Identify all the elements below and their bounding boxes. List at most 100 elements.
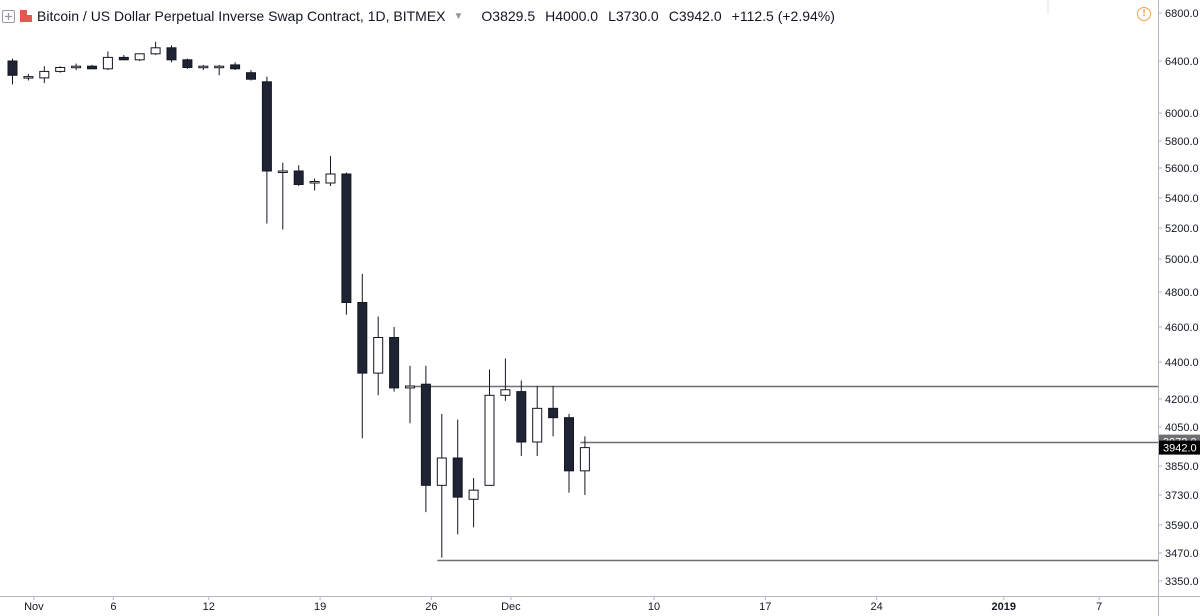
candle-body <box>182 59 193 68</box>
x-axis[interactable]: Nov 6 12 19 26 Dec 10 17 24 2019 7 <box>24 596 1102 613</box>
y-tick-label: 6400.0 <box>1165 56 1199 68</box>
candle-body <box>261 81 272 172</box>
candle-up[interactable] <box>102 51 113 71</box>
candle-down[interactable] <box>564 413 574 493</box>
y-tick-label: 3730.0 <box>1165 490 1199 502</box>
candle-body <box>150 47 161 55</box>
x-tick-label: 10 <box>648 601 660 613</box>
candle-up[interactable] <box>500 358 511 401</box>
y-tick-label: 5400.0 <box>1165 193 1199 205</box>
y-tick-label: 5200.0 <box>1165 223 1199 235</box>
candle-body <box>516 391 527 443</box>
candle-up[interactable] <box>214 64 225 76</box>
expand-icon[interactable] <box>2 9 15 23</box>
candle-up[interactable] <box>55 66 66 73</box>
y-tick-label: 6000.0 <box>1165 108 1199 120</box>
y-tick-label: 4200.0 <box>1165 394 1199 406</box>
warning-icon[interactable]: ! <box>1137 7 1151 21</box>
candle-body <box>71 65 82 69</box>
candle-body <box>134 53 145 61</box>
candle-down[interactable] <box>182 58 193 69</box>
y-tick-label: 4050.0 <box>1165 422 1199 434</box>
y-tick-label: 3590.0 <box>1165 520 1199 532</box>
chevron-down-icon[interactable]: ▼ <box>453 10 464 22</box>
candle-body <box>7 60 18 76</box>
candle-up[interactable] <box>484 369 495 486</box>
candle-down[interactable] <box>420 365 431 513</box>
candle-body <box>452 457 463 498</box>
candle-body <box>500 389 511 396</box>
candle-down[interactable] <box>452 419 463 535</box>
candle-down[interactable] <box>246 70 256 81</box>
y-tick-label: 3470.0 <box>1165 548 1199 560</box>
candle-up[interactable] <box>468 478 479 528</box>
chart-header: Bitcoin / US Dollar Perpetual Inverse Sw… <box>0 0 1158 32</box>
candle-up[interactable] <box>373 316 384 396</box>
candle-body <box>293 170 304 185</box>
y-axis[interactable]: 3350.03470.03590.03730.03850.03970.04050… <box>1158 8 1199 588</box>
candle-up[interactable] <box>532 386 543 456</box>
candle-body <box>230 64 241 70</box>
candle-up[interactable] <box>309 178 320 191</box>
candle-up[interactable] <box>325 155 336 186</box>
candle-up[interactable] <box>39 66 50 84</box>
candle-body <box>357 302 368 374</box>
candle-body <box>23 76 34 79</box>
x-tick-label: 2019 <box>992 601 1016 613</box>
y-tick-label: 4800.0 <box>1165 287 1199 299</box>
candle-body <box>39 70 50 79</box>
candle-body <box>102 56 113 70</box>
candle-up[interactable] <box>71 63 82 71</box>
candle-up[interactable] <box>134 53 145 61</box>
candle-body <box>389 337 400 389</box>
candle-body <box>55 67 66 72</box>
candle-body <box>166 47 177 61</box>
ohlc-low: L3730.0 <box>608 8 659 24</box>
candle-up[interactable] <box>405 365 415 424</box>
candle-body <box>277 170 288 173</box>
bitmex-logo <box>20 10 32 22</box>
candle-down[interactable] <box>293 165 304 186</box>
candle-down[interactable] <box>87 64 97 70</box>
x-tick-label: Nov <box>24 601 44 613</box>
candle-down[interactable] <box>261 76 272 224</box>
candle-down[interactable] <box>357 273 368 439</box>
candle-body <box>246 72 256 80</box>
y-tick-label: 3350.0 <box>1165 576 1199 588</box>
ohlc-close: C3942.0 <box>668 8 722 24</box>
candle-down[interactable] <box>7 58 18 85</box>
candle-down[interactable] <box>230 62 241 71</box>
y-tick-label: 5800.0 <box>1165 136 1199 148</box>
candle-up[interactable] <box>198 64 209 71</box>
candle-down[interactable] <box>341 172 352 315</box>
candle-up[interactable] <box>23 74 34 81</box>
candle-down[interactable] <box>516 380 527 457</box>
x-tick-label: 24 <box>870 601 882 613</box>
candle-down[interactable] <box>118 55 129 61</box>
y-tick-label: 6800.0 <box>1165 8 1199 20</box>
candle-body <box>309 181 320 184</box>
ohlc-values: O3829.5 H4000.0 L3730.0 C3942.0 +112.5 (… <box>481 8 835 24</box>
candle-body <box>325 173 336 184</box>
candle-body <box>436 457 447 486</box>
candle-down[interactable] <box>389 327 400 392</box>
y-tick-label: 5000.0 <box>1165 254 1199 266</box>
ohlc-change: +112.5 (+2.94%) <box>731 8 835 24</box>
candle-body <box>564 417 574 472</box>
y-tick-label: 5600.0 <box>1165 163 1199 175</box>
ohlc-high: H4000.0 <box>545 8 599 24</box>
candle-body <box>118 56 129 61</box>
candle-up[interactable] <box>436 413 447 558</box>
candle-down[interactable] <box>548 386 559 437</box>
candle-body <box>484 394 495 486</box>
candle-up[interactable] <box>150 41 161 55</box>
candle-up[interactable] <box>277 162 288 230</box>
ohlc-open: O3829.5 <box>481 8 536 24</box>
symbol-title[interactable]: Bitcoin / US Dollar Perpetual Inverse Sw… <box>37 8 446 24</box>
candle-up[interactable] <box>579 436 590 495</box>
candle-down[interactable] <box>166 45 177 63</box>
candle-body <box>548 407 559 419</box>
candles[interactable] <box>7 41 590 558</box>
x-tick-label: 26 <box>425 601 437 613</box>
